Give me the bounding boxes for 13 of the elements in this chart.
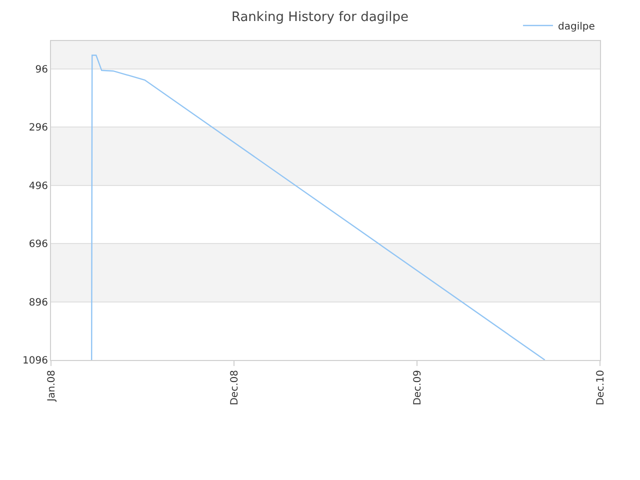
y-tick-label: 96 xyxy=(35,64,48,76)
y-tick-label: 496 xyxy=(28,180,48,192)
line-series xyxy=(91,54,546,360)
x-tick-label: Dec.09 xyxy=(412,370,424,406)
y-tick-label: 1096 xyxy=(22,356,48,366)
x-tick-label: Jan.08 xyxy=(46,370,58,402)
y-tick-label: 296 xyxy=(28,122,48,134)
x-tick-label: Dec.10 xyxy=(595,370,606,406)
legend-label: dagilpe xyxy=(558,21,595,32)
y-tick-label: 696 xyxy=(28,239,48,250)
chart-title: Ranking History for dagilpe xyxy=(231,10,409,26)
x-tick-label: Dec.08 xyxy=(229,370,240,406)
y-tick-label: 896 xyxy=(28,297,48,308)
